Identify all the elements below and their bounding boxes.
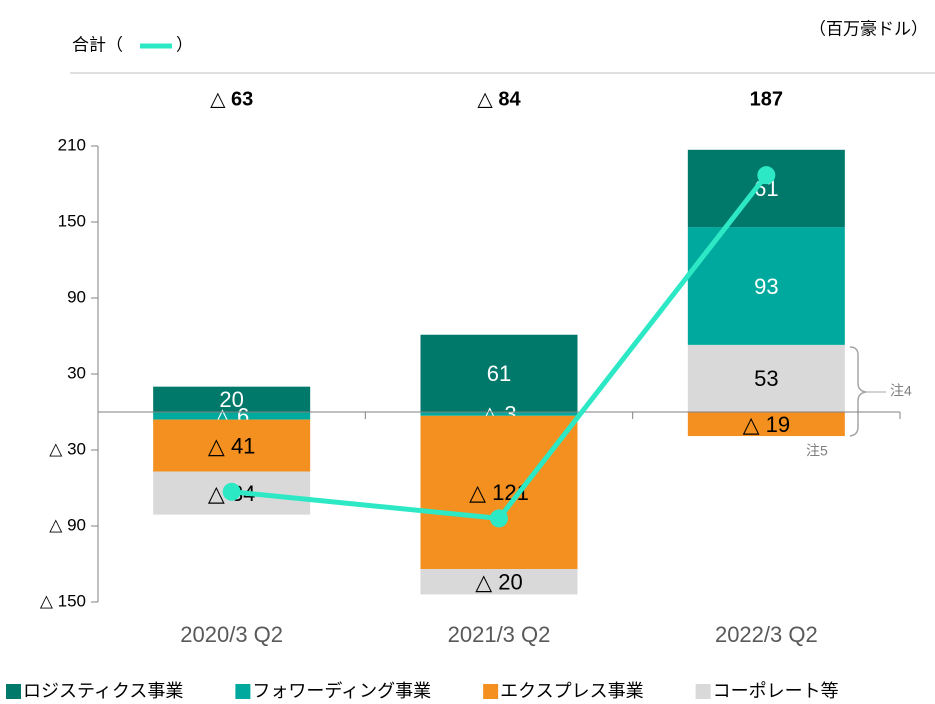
total-point: [490, 509, 508, 528]
legend-swatch: [6, 684, 21, 699]
value-label: 93: [754, 274, 778, 299]
bar-segment: [153, 419, 311, 472]
unit-label: （百万豪ドル）: [809, 18, 928, 38]
y-tick-label: 30: [67, 363, 86, 382]
y-tick-label: 150: [58, 211, 86, 230]
total-label: △ 63: [210, 88, 253, 110]
annotation: 注5: [806, 443, 828, 459]
value-label: △ 19: [743, 412, 791, 437]
bar-segment: [153, 412, 311, 420]
bar-segment: [687, 412, 845, 437]
legend-label: コーポレート等: [713, 681, 839, 701]
y-tick-label: △ 90: [49, 515, 86, 534]
total-point: [757, 166, 776, 185]
bar-segment: [687, 149, 845, 228]
x-tick-label: 2022/3 Q2: [715, 622, 818, 647]
legend-swatch: [695, 684, 711, 699]
total-label: 187: [750, 88, 783, 110]
bar-segment: [420, 569, 578, 595]
total-label: △ 84: [477, 88, 521, 110]
y-tick-label: 90: [67, 287, 86, 306]
x-tick-label: 2020/3 Q2: [180, 622, 283, 647]
value-label: △ 20: [475, 570, 523, 595]
bar-segment: [420, 334, 578, 412]
total-legend-close: ）: [176, 35, 193, 54]
bar-segment: [420, 412, 578, 416]
legend-label: ロジスティクス事業: [23, 681, 183, 701]
value-label: 53: [754, 366, 778, 391]
legend-label: フォワーディング事業: [252, 681, 431, 701]
y-tick-label: △ 150: [40, 591, 86, 610]
value-label: 20: [219, 387, 243, 412]
legend-swatch: [235, 684, 251, 699]
y-tick-label: 210: [58, 135, 86, 154]
bar-segment: [153, 386, 311, 412]
value-label: 61: [487, 361, 511, 386]
value-label: △ 41: [208, 433, 256, 458]
bar-segment: [420, 415, 578, 570]
brace: [849, 346, 867, 437]
legend-swatch: [483, 684, 499, 699]
x-tick-label: 2021/3 Q2: [448, 622, 551, 647]
annotation: 注4: [890, 383, 912, 399]
bar-segment: [687, 344, 845, 412]
total-point: [222, 482, 241, 501]
y-tick-label: △ 30: [49, 439, 86, 458]
legend-label: エクスプレス事業: [500, 681, 643, 701]
total-legend-open: 合計（: [72, 35, 123, 54]
bar-segment: [687, 227, 845, 345]
